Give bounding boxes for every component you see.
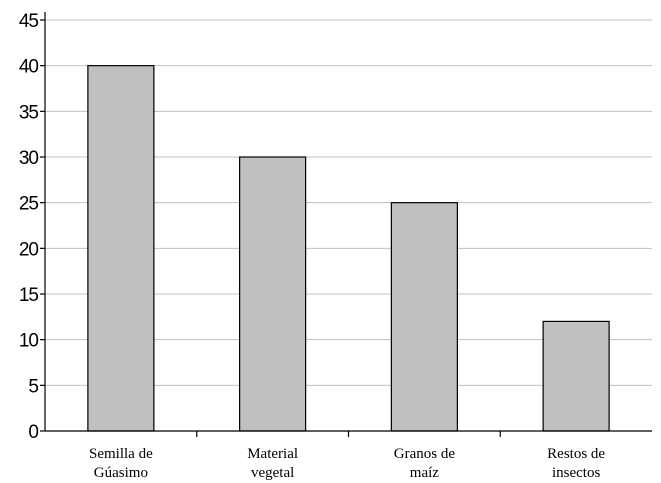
x-tick-label: Granos de xyxy=(394,446,456,462)
bar xyxy=(239,156,307,432)
axes xyxy=(40,12,652,437)
y-tick-label: 25 xyxy=(19,194,39,215)
x-tick-label: Semilla de xyxy=(89,446,153,462)
x-tick-label: Restos de xyxy=(547,446,605,462)
x-tick-label: maíz xyxy=(410,465,439,481)
y-tick-label: 15 xyxy=(19,285,39,306)
y-tick-label: 5 xyxy=(28,376,38,397)
bar xyxy=(87,65,155,432)
y-tick-labels: 0 5 10 15 20 25 30 35 40 45 xyxy=(19,11,40,443)
y-tick-label: 45 xyxy=(19,11,39,32)
bars xyxy=(87,65,610,432)
y-tick-label: 0 xyxy=(28,422,38,443)
y-tick-label: 30 xyxy=(19,148,39,169)
x-tick-label: vegetal xyxy=(251,465,294,481)
y-tick-label: 20 xyxy=(19,239,39,260)
bar xyxy=(542,320,610,432)
x-tick-labels: Semilla de Gúasimo Material vegetal Granos d… xyxy=(89,446,605,481)
y-tick-label: 40 xyxy=(19,57,39,78)
bar xyxy=(390,202,458,432)
y-tick-label: 10 xyxy=(19,331,39,352)
x-tick-label: Material xyxy=(247,446,298,462)
x-tick-label: Gúasimo xyxy=(94,465,148,481)
x-tick-label: insectos xyxy=(552,465,600,481)
y-tick-label: 35 xyxy=(19,102,39,123)
